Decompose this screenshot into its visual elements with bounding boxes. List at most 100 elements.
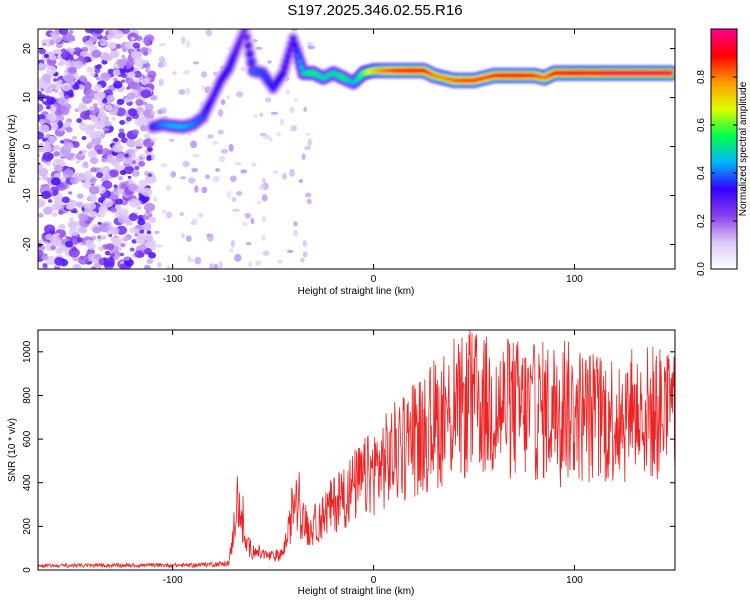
spectrogram-noise-cell <box>134 166 140 171</box>
spectrogram-noise-cell <box>200 71 208 78</box>
spectrogram-ridge <box>145 29 675 135</box>
colorbar-tick-label: 0.0 <box>696 262 707 276</box>
spectrogram-ridge-cell <box>282 64 287 70</box>
spectrogram-noise-cell <box>72 263 81 269</box>
spectrogram-noise-cell <box>103 257 115 268</box>
spectrogram-noise-cell <box>272 170 279 175</box>
spectrogram-noise-cell <box>38 164 44 170</box>
spectrogram-noise-cell <box>92 29 104 35</box>
spectrogram-noise-cell <box>92 103 98 108</box>
figure-title: S197.2025.346.02.55.R16 <box>287 2 462 19</box>
spectrogram-noise-cell <box>147 213 153 218</box>
spectrogram-noise-cell <box>88 106 95 111</box>
spectrogram-noise-cell <box>96 149 104 155</box>
spectrogram-noise-cell <box>82 202 90 209</box>
spectrogram-noise-cell <box>135 35 143 42</box>
spectrogram-noise-cell <box>46 65 57 75</box>
spectrogram-ridge-cell <box>289 42 294 47</box>
spectrogram-noise-cell <box>192 153 200 158</box>
spectrogram-x-tick-label: -100 <box>163 274 183 285</box>
spectrogram-noise-cell <box>117 214 129 224</box>
spectrogram-noise-cell <box>71 135 77 141</box>
spectrogram-noise-cell <box>261 216 267 223</box>
spectrogram-noise-cell <box>104 250 111 256</box>
spectrogram-ridge-cell <box>284 59 289 65</box>
spectrogram-noise-cell <box>110 50 119 57</box>
spectrogram-noise-cell <box>58 223 66 231</box>
spectrogram-noise-cell <box>302 239 307 247</box>
spectrogram-noise-cell <box>290 124 297 132</box>
spectrogram-noise-cell <box>106 225 112 230</box>
spectrogram-noise-cell <box>126 139 136 148</box>
spectrogram-noise-cell <box>127 178 133 183</box>
spectrogram-noise-cell <box>121 79 126 83</box>
spectrogram-noise-cell <box>270 111 279 115</box>
spectrogram-noise-cell <box>97 237 102 242</box>
spectrogram-noise-cell <box>68 217 74 222</box>
snr-y-axis-label: SNR (10 * v/v) <box>7 418 18 482</box>
spectrogram-noise-cell <box>137 218 146 226</box>
spectrogram-noise-cell <box>78 213 89 222</box>
spectrogram-y-tick-label: -10 <box>22 188 33 203</box>
spectrogram-noise-cell <box>50 177 61 186</box>
spectrogram-noise-cell <box>60 51 71 60</box>
spectrogram-noise-cell <box>289 106 295 114</box>
spectrogram-noise-cell <box>84 88 96 99</box>
spectrogram-noise-cell <box>113 77 118 82</box>
spectrogram-noise-cell <box>201 84 206 91</box>
spectrogram-noise-cell <box>290 170 295 176</box>
spectrogram-noise-cell <box>41 254 48 261</box>
spectrogram-noise-cell <box>170 171 177 178</box>
spectrogram-noise-cell <box>38 131 45 140</box>
spectrogram-noise-cell <box>119 208 129 217</box>
spectrogram-y-tick-label: 0 <box>22 143 33 149</box>
spectrogram-noise-cell <box>54 89 59 93</box>
spectrogram-noise-cell <box>192 61 199 65</box>
spectrogram-ridge-cell <box>242 29 248 32</box>
snr-y-tick-label: 800 <box>22 387 33 404</box>
spectrogram-noise-cell <box>104 120 112 127</box>
spectrogram-noise-cell <box>201 186 208 194</box>
spectrogram-noise-cell <box>160 163 168 168</box>
spectrogram-noise-cell <box>147 146 153 152</box>
spectrogram-noise-cell <box>226 190 232 199</box>
spectrogram-noise-cell <box>258 184 266 191</box>
spectrogram-noise-cell <box>72 83 80 91</box>
spectrogram-noise-cell <box>264 97 272 103</box>
spectrogram-noise-cell <box>86 66 94 73</box>
snr-frame <box>37 329 676 571</box>
spectrogram-noise-cell <box>52 78 58 82</box>
spectrogram-noise-cell <box>134 140 142 147</box>
spectrogram-noise-cell <box>88 114 94 118</box>
spectrogram-noise-cell <box>191 168 198 173</box>
spectrogram-x-tick-label: 100 <box>566 274 583 285</box>
spectrogram-noise-cell <box>267 60 272 64</box>
spectrogram-noise-cell <box>48 39 55 46</box>
colorbar-gradient <box>710 28 738 270</box>
spectrogram-noise-cell <box>139 229 145 234</box>
spectrogram-noise-cell <box>157 261 162 268</box>
spectrogram-noise-cell <box>215 167 220 172</box>
spectrogram-noise-cell <box>87 202 97 210</box>
spectrogram-noise-cell <box>70 153 75 157</box>
spectrogram-noise-cell <box>68 191 73 195</box>
spectrogram-noise-cell <box>78 151 83 155</box>
spectrogram-noise-cell <box>76 193 84 199</box>
spectrogram-noise-cell <box>165 184 172 191</box>
spectrogram-noise-cell <box>88 185 100 195</box>
spectrogram-noise-cell <box>144 196 148 200</box>
spectrogram-noise-cell <box>43 53 50 59</box>
spectrogram-frame <box>37 28 676 270</box>
spectrogram-noise-cell <box>134 233 139 237</box>
spectrogram-noise-cell <box>59 176 67 183</box>
spectrogram-noise-cell <box>160 107 167 114</box>
spectrogram-ridge-cell <box>234 46 240 51</box>
spectrogram-noise-cell <box>157 61 164 68</box>
snr-y-tick-label: 400 <box>22 474 33 491</box>
spectrogram-noise-cell <box>142 101 148 106</box>
spectrogram-noise-cell <box>303 106 307 112</box>
spectrogram-noise-cell <box>54 257 65 266</box>
spectrogram-noise-cell <box>43 224 56 234</box>
spectrogram-noise-cell <box>94 253 102 260</box>
